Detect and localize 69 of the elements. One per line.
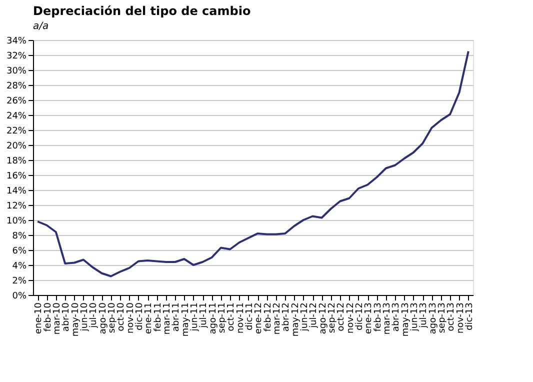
x-tick-label: oct-10: [116, 302, 127, 332]
x-tick-label: nov-11: [236, 302, 246, 334]
x-tick-label: mar-10: [52, 302, 62, 335]
x-tick-label: sep-11: [217, 302, 228, 334]
x-tick-label: oct-11: [226, 302, 237, 332]
chart-subtitle: a/a: [33, 21, 49, 32]
x-tick-label: dic-13: [464, 302, 475, 330]
x-tick-label: feb-11: [153, 302, 164, 332]
x-tick-label: feb-10: [43, 302, 54, 332]
x-tick-label: nov-13: [456, 302, 466, 334]
y-tick-label: 24%: [6, 112, 27, 122]
y-tick-label: 16%: [6, 172, 27, 182]
x-tick-label: feb-13: [373, 302, 384, 332]
y-tick-label: 28%: [6, 82, 27, 92]
x-tick-label: mar-13: [382, 302, 392, 335]
x-tick-label: jun-12: [300, 302, 310, 332]
x-tick-label: ene-12: [254, 302, 264, 334]
x-tick-label: jul-10: [89, 302, 100, 329]
x-tick-label: ago-10: [98, 302, 108, 334]
y-tick-label: 20%: [6, 142, 27, 152]
y-tick-label: 4%: [12, 262, 27, 272]
y-tick-label: 10%: [6, 216, 27, 226]
y-tick-label: 26%: [6, 96, 27, 106]
x-tick-label: abr-13: [392, 302, 402, 332]
x-tick-label: mar-11: [162, 302, 172, 335]
x-tick-label: dic-12: [354, 302, 365, 330]
y-tick-label: 8%: [12, 232, 27, 242]
y-tick-label: 18%: [6, 156, 27, 166]
x-tick-label: feb-12: [263, 302, 274, 332]
y-tick-label: 34%: [6, 36, 27, 46]
x-tick-label: sep-12: [327, 302, 338, 334]
x-tick-label: jun-13: [410, 302, 420, 332]
y-tick-label: 14%: [6, 186, 27, 196]
x-tick-label: jun-11: [190, 302, 200, 332]
y-tick-label: 22%: [6, 126, 27, 136]
x-tick-label: jul-11: [199, 302, 210, 329]
x-tick-label: ene-11: [144, 302, 154, 334]
x-tick-label: dic-11: [244, 302, 255, 330]
x-tick-label: jul-12: [309, 302, 320, 329]
x-tick-label: jul-13: [419, 302, 430, 329]
x-tick-label: ago-12: [318, 302, 328, 334]
x-tick-label: nov-10: [126, 302, 136, 334]
y-tick-label: 30%: [6, 66, 27, 76]
x-tick-label: nov-12: [346, 302, 356, 334]
y-tick-label: 2%: [12, 276, 27, 286]
x-tick-label: may-13: [400, 302, 411, 337]
x-tick-label: ene-13: [364, 302, 374, 334]
x-tick-label: dic-10: [134, 302, 145, 330]
y-tick-label: 0%: [12, 292, 27, 302]
x-tick-label: may-12: [290, 302, 301, 337]
x-tick-label: ago-11: [208, 302, 218, 334]
y-tick-label: 12%: [6, 202, 27, 212]
x-tick-label: mar-12: [272, 302, 282, 335]
x-tick-label: ago-13: [428, 302, 438, 334]
x-tick-label: abr-12: [282, 302, 292, 332]
line-series: [36, 50, 470, 278]
x-tick-label: oct-13: [446, 302, 457, 332]
x-tick-label: ene-10: [34, 302, 44, 334]
x-tick-label: abr-11: [172, 302, 182, 332]
x-tick-label: jun-10: [80, 302, 90, 332]
chart-title: Depreciación del tipo de cambio: [33, 4, 251, 18]
x-tick-label: abr-10: [62, 302, 72, 332]
x-tick-label: may-10: [70, 302, 81, 337]
y-tick-label: 32%: [6, 52, 27, 62]
y-tick-label: 6%: [12, 246, 27, 256]
x-tick-label: may-11: [180, 302, 191, 337]
x-tick-label: oct-12: [336, 302, 347, 332]
x-tick-label: sep-13: [437, 302, 448, 334]
x-tick-label: sep-10: [107, 302, 118, 334]
